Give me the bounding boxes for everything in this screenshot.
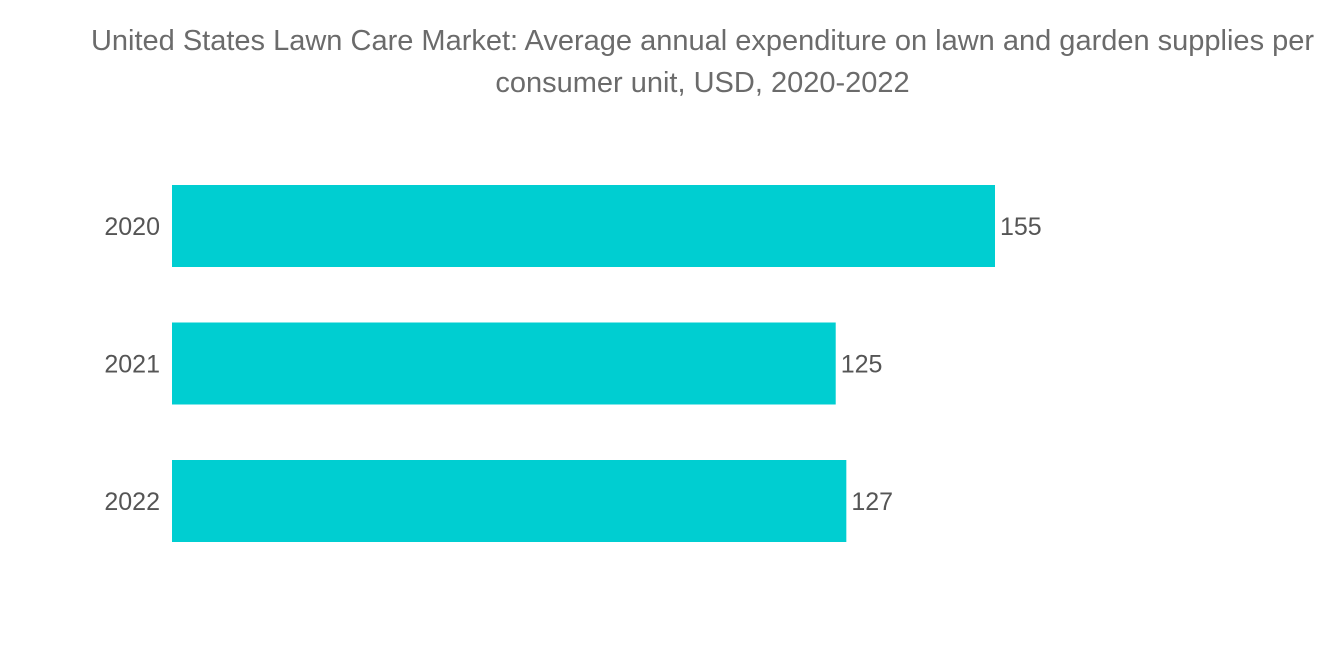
data-label: 155 (1000, 213, 1042, 241)
bar-2022 (172, 460, 847, 542)
data-label: 127 (851, 488, 893, 516)
bar-2020 (172, 185, 995, 267)
chart-title: United States Lawn Care Market: Average … (90, 25, 1315, 99)
y-tick-label: 2020 (104, 213, 160, 241)
bar-2021 (172, 322, 836, 405)
data-label: 125 (841, 351, 883, 379)
y-tick-label: 2022 (104, 488, 160, 516)
y-tick-label: 2021 (104, 351, 160, 379)
